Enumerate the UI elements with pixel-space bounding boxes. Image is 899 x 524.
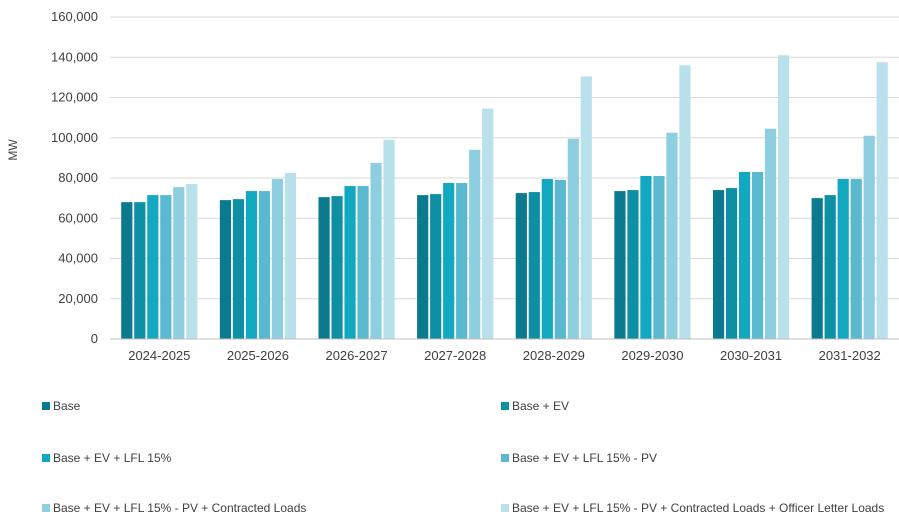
- bar: [147, 195, 159, 339]
- legend-label: Base + EV + LFL 15% - PV + Contracted Lo…: [53, 501, 306, 515]
- y-tick-label: 100,000: [51, 130, 98, 145]
- bar: [271, 179, 284, 339]
- x-tick-label: 2028-2029: [523, 348, 585, 363]
- y-tick-label: 140,000: [51, 49, 98, 64]
- bar: [186, 184, 198, 339]
- bar: [627, 190, 639, 339]
- x-tick-label: 2024-2025: [128, 348, 190, 363]
- bar: [580, 76, 592, 340]
- legend-label: Base + EV + LFL 15% - PV + Contracted Lo…: [512, 501, 884, 515]
- bar: [666, 132, 678, 339]
- legend-label: Base + EV + LFL 15% - PV: [512, 451, 657, 465]
- bar: [712, 190, 725, 339]
- bar: [614, 191, 626, 339]
- legend-swatch: [42, 454, 50, 462]
- bar: [469, 149, 481, 339]
- bar: [541, 179, 553, 339]
- bar: [837, 179, 849, 339]
- bar: [811, 198, 823, 340]
- y-tick-label: 20,000: [58, 291, 98, 306]
- legend-label: Base + EV + LFL 15%: [53, 451, 172, 465]
- bar: [430, 194, 442, 339]
- bar: [232, 199, 245, 339]
- bar: [344, 186, 356, 339]
- axes: 0 20,000 40,000 60,000 80,000 100,000 120,000 1…: [51, 9, 899, 363]
- bar: [318, 197, 330, 339]
- bar: [640, 175, 652, 339]
- bar: [738, 171, 751, 339]
- bar: [824, 195, 836, 339]
- bar: [383, 139, 395, 339]
- legend-label: Base: [53, 399, 81, 413]
- bar: [528, 192, 540, 339]
- legend-swatch: [501, 402, 509, 410]
- bar: [121, 202, 133, 339]
- legend-swatch: [42, 402, 50, 410]
- y-tick-label: 0: [91, 331, 98, 346]
- bar: [160, 195, 172, 339]
- legend-swatch: [42, 504, 50, 512]
- bar: [245, 191, 258, 339]
- bar: [219, 200, 232, 339]
- y-axis-label: MW: [6, 139, 20, 161]
- legend-label: Base + EV: [512, 399, 569, 413]
- bar: [653, 175, 665, 339]
- bar: [725, 188, 738, 339]
- y-tick-label: 160,000: [51, 9, 98, 24]
- bar: [567, 138, 579, 339]
- bar: [173, 187, 185, 339]
- x-tick-label: 2029-2030: [621, 348, 683, 363]
- y-tick-label: 40,000: [58, 251, 98, 266]
- x-tick-label: 2027-2028: [424, 348, 486, 363]
- bar: [554, 180, 566, 339]
- x-tick-label: 2025-2026: [227, 348, 289, 363]
- bar: [751, 171, 764, 339]
- bar: [863, 135, 875, 339]
- y-tick-label: 60,000: [58, 210, 98, 225]
- bar: [443, 183, 455, 339]
- bar: [417, 195, 429, 339]
- bar: [850, 179, 862, 339]
- bar: [456, 183, 468, 339]
- bar: [764, 128, 777, 339]
- x-tick-label: 2030-2031: [720, 348, 782, 363]
- bar: [284, 172, 297, 339]
- legend-swatch: [501, 504, 509, 512]
- bar: [370, 162, 382, 339]
- bars: [121, 55, 888, 340]
- bar: [331, 196, 343, 339]
- legend-swatch: [501, 454, 509, 462]
- bar: [258, 191, 271, 339]
- bar: [482, 108, 494, 339]
- bar: [134, 202, 146, 339]
- bar: [357, 186, 369, 339]
- bar: [777, 55, 790, 340]
- y-tick-label: 80,000: [58, 170, 98, 185]
- legend: Base Base + EV Base + EV + LFL 15% Base + E…: [42, 399, 884, 515]
- bar: [876, 62, 888, 339]
- x-tick-label: 2026-2027: [325, 348, 387, 363]
- bar: [515, 193, 527, 339]
- bar: [679, 65, 691, 340]
- y-tick-label: 120,000: [51, 90, 98, 105]
- x-tick-label: 2031-2032: [819, 348, 881, 363]
